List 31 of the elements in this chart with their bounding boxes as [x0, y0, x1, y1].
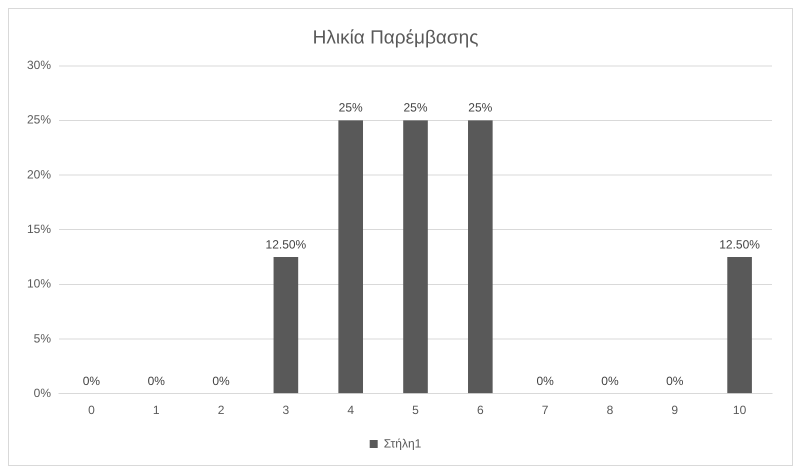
- y-tick-label: 5%: [34, 331, 52, 346]
- x-tick-label: 0: [88, 403, 96, 418]
- data-label: 0%: [536, 374, 554, 388]
- x-tick-label: 3: [282, 403, 290, 418]
- x-tick-label: 5: [412, 403, 420, 418]
- x-tick-label: 1: [152, 403, 160, 418]
- data-label: 0%: [666, 374, 684, 388]
- y-tick-label: 30%: [26, 58, 52, 72]
- y-tick-label: 0%: [34, 386, 52, 400]
- x-tick-label: 6: [476, 403, 484, 418]
- y-tick-label: 20%: [26, 167, 52, 182]
- chart-title: Ηλικία Παρέμβασης: [312, 28, 478, 49]
- data-label: 12.50%: [266, 237, 307, 252]
- data-label: 25%: [468, 100, 493, 115]
- data-label: 25%: [403, 100, 428, 115]
- x-tick-label: 9: [671, 403, 678, 418]
- y-tick-label: 15%: [26, 222, 52, 236]
- data-label: 0%: [148, 374, 166, 388]
- x-tick-label: 4: [347, 403, 354, 418]
- data-label: 0%: [82, 374, 100, 388]
- data-label: 0%: [212, 374, 230, 388]
- x-tick-label: 8: [606, 403, 614, 418]
- data-label: 12.50%: [719, 237, 760, 252]
- y-tick-label: 10%: [26, 276, 52, 291]
- x-tick-label: 2: [218, 403, 225, 418]
- x-tick-label: 7: [542, 403, 549, 418]
- data-label: 0%: [601, 374, 619, 388]
- data-label: 25%: [338, 100, 364, 115]
- y-tick-label: 25%: [26, 112, 52, 127]
- legend-label: Στήλη1: [384, 436, 422, 450]
- x-tick-label: 10: [732, 403, 747, 418]
